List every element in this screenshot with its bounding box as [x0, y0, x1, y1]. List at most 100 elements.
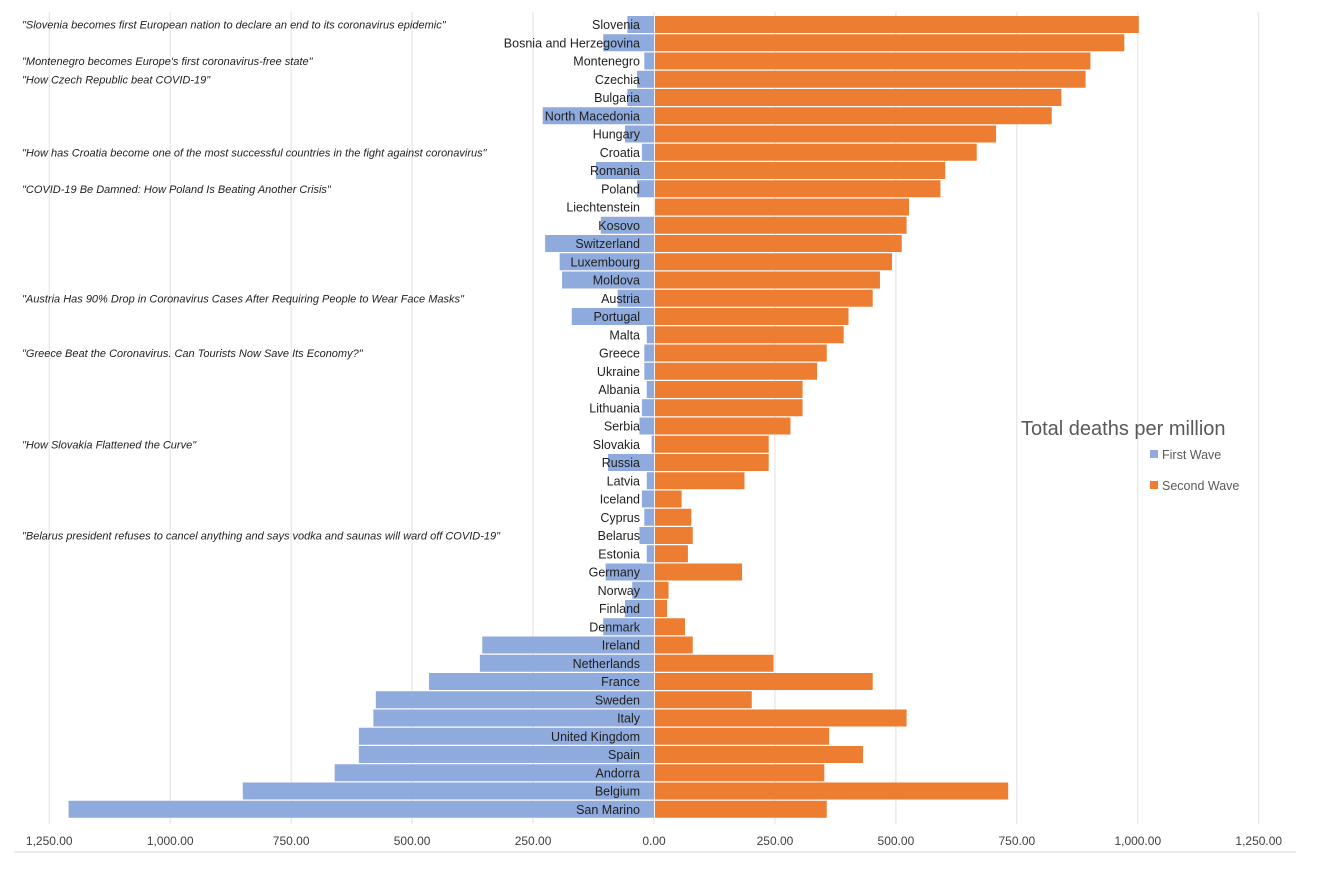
bar-first-wave — [646, 472, 654, 490]
country-label: France — [601, 675, 640, 689]
bar-first-wave — [637, 70, 654, 88]
country-label: Cyprus — [600, 511, 640, 525]
bar-first-wave — [644, 508, 654, 526]
country-label: Montenegro — [573, 55, 640, 69]
country-label: Hungary — [593, 128, 641, 142]
bar-first-wave — [641, 399, 654, 417]
bar-first-wave — [644, 362, 654, 380]
bar-first-wave — [641, 490, 654, 508]
bar-first-wave — [624, 600, 654, 617]
bar-first-wave — [334, 764, 654, 782]
x-tick-label: 1,250.00 — [1235, 834, 1282, 848]
bar-first-wave — [479, 654, 654, 672]
bar-second-wave — [655, 472, 745, 490]
country-label: Ukraine — [597, 365, 640, 379]
bar-second-wave — [655, 727, 830, 745]
country-label: Liechtenstein — [566, 201, 640, 215]
legend-title: Total deaths per million — [1021, 418, 1226, 440]
bar-second-wave — [655, 162, 946, 179]
x-tick-label: 0.00 — [642, 834, 666, 848]
x-tick-label: 1,000.00 — [1114, 834, 1161, 848]
bar-first-wave — [375, 691, 654, 709]
bar-first-wave — [595, 162, 654, 179]
country-label: Finland — [599, 602, 640, 616]
country-label: Germany — [589, 566, 641, 580]
country-label: Czechia — [595, 73, 640, 87]
country-label: Russia — [602, 456, 640, 470]
bar-first-wave — [559, 253, 654, 271]
bar-second-wave — [655, 600, 668, 617]
country-label: Sweden — [595, 693, 640, 707]
country-label: Andorra — [596, 766, 641, 780]
country-label: Norway — [598, 584, 641, 598]
country-label: Moldova — [593, 274, 640, 288]
country-label: Estonia — [598, 547, 640, 561]
bar-second-wave — [655, 764, 825, 782]
bar-second-wave — [655, 326, 844, 344]
country-label: Bulgaria — [594, 91, 640, 105]
bar-first-wave — [639, 527, 654, 544]
country-label: Netherlands — [573, 657, 640, 671]
country-label: Spain — [608, 748, 640, 762]
country-label: Slovakia — [593, 438, 640, 452]
bar-first-wave — [571, 308, 654, 325]
bar-second-wave — [655, 581, 669, 599]
country-label: Portugal — [593, 310, 640, 324]
bar-first-wave — [242, 782, 654, 800]
legend-swatch-first-wave — [1150, 450, 1158, 458]
bar-second-wave — [655, 381, 803, 398]
country-label: Latvia — [607, 474, 640, 488]
x-tick-label: 1,250.00 — [26, 834, 73, 848]
bar-second-wave — [655, 180, 941, 198]
country-label: Romania — [590, 164, 640, 178]
headline-annotation: "How Czech Republic beat COVID-19" — [22, 74, 211, 86]
bar-second-wave — [655, 70, 1086, 88]
bar-first-wave — [641, 143, 654, 161]
headline-annotation: "Austria Has 90% Drop in Coronavirus Cas… — [22, 293, 465, 305]
bar-second-wave — [655, 89, 1062, 106]
country-label: Austria — [601, 292, 640, 306]
country-label: United Kingdom — [551, 730, 640, 744]
bar-second-wave — [655, 691, 752, 709]
bar-first-wave — [644, 52, 654, 70]
bar-first-wave — [651, 435, 654, 453]
bar-first-wave — [617, 289, 654, 307]
bar-second-wave — [655, 800, 827, 818]
headline-annotation: "COVID-19 Be Damned: How Poland Is Beati… — [22, 184, 332, 196]
bar-second-wave — [655, 52, 1091, 70]
bar-second-wave — [655, 289, 873, 307]
bar-second-wave — [655, 362, 818, 380]
bar-first-wave — [358, 727, 654, 745]
headline-annotation: "Slovenia becomes first European nation … — [22, 20, 447, 32]
bar-first-wave — [632, 581, 654, 599]
bar-second-wave — [655, 34, 1125, 52]
country-label: Serbia — [604, 420, 640, 434]
country-label: Lithuania — [589, 401, 640, 415]
country-label: Malta — [609, 328, 640, 342]
bar-first-wave — [358, 746, 654, 763]
bar-second-wave — [655, 563, 743, 581]
bar-first-wave — [646, 326, 654, 344]
bar-second-wave — [655, 435, 769, 453]
bar-second-wave — [655, 527, 693, 544]
bar-second-wave — [655, 545, 688, 563]
bar-second-wave — [655, 709, 907, 727]
bar-first-wave — [644, 344, 654, 362]
bar-first-wave — [603, 34, 654, 52]
x-tick-label: 750.00 — [998, 834, 1035, 848]
x-tick-label: 500.00 — [878, 834, 915, 848]
bar-second-wave — [655, 235, 902, 252]
bar-second-wave — [655, 271, 880, 289]
country-label: Switzerland — [575, 237, 640, 251]
bar-first-wave — [608, 454, 654, 471]
country-label: Luxembourg — [571, 255, 641, 269]
legend-label-second-wave: Second Wave — [1162, 479, 1239, 493]
country-label: Iceland — [600, 493, 640, 507]
country-label: Slovenia — [592, 18, 640, 32]
bar-second-wave — [655, 107, 1052, 125]
bar-first-wave — [600, 216, 654, 234]
bar-first-wave — [429, 673, 654, 690]
bar-second-wave — [655, 508, 692, 526]
